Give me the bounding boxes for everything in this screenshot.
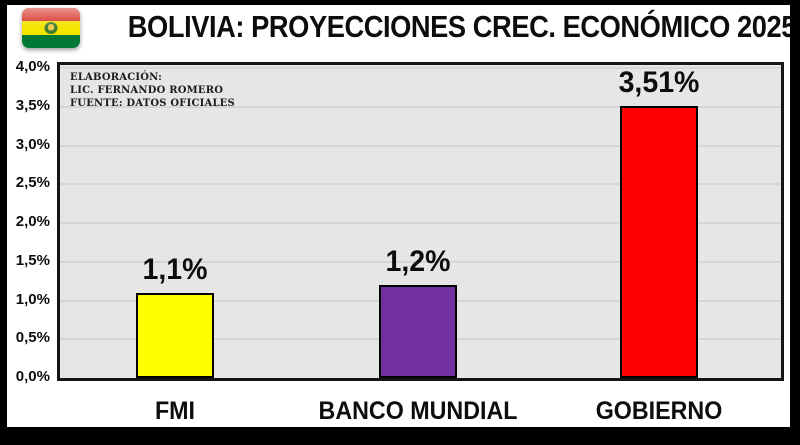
x-category-label-banco-mundial: BANCO MUNDIAL <box>318 397 518 425</box>
gridline <box>60 67 781 69</box>
y-tick-label: 3,0% <box>15 135 50 153</box>
gridline <box>60 144 781 147</box>
bar-fmi <box>136 293 214 378</box>
plot-area: ELABORACIÓN: LIC. FERNANDO ROMERO FUENTE… <box>57 62 784 381</box>
y-tick-label: 0,0% <box>15 368 50 385</box>
annotation-line-fuente: FUENTE: DATOS OFICIALES <box>70 98 235 109</box>
y-tick-label: 3,5% <box>15 96 50 114</box>
bar-value-label-fmi: 1,1% <box>142 253 208 286</box>
gridline <box>60 260 781 263</box>
source-annotation: ELABORACIÓN: LIC. FERNANDO ROMERO FUENTE… <box>70 71 235 110</box>
y-tick-label: 1,5% <box>15 251 50 269</box>
bar-value-label-gobierno: 3,51% <box>618 66 700 99</box>
bar-gobierno <box>620 106 698 378</box>
y-tick-label: 2,0% <box>15 213 50 230</box>
annotation-line-author: LIC. FERNANDO ROMERO <box>70 85 224 96</box>
y-tick-label: 1,0% <box>15 290 50 308</box>
x-category-label-fmi: FMI <box>154 397 196 425</box>
bar-banco-mundial <box>379 285 457 378</box>
annotation-line-elaboracion: ELABORACIÓN: <box>70 72 163 83</box>
y-tick-label: 4,0% <box>15 58 50 75</box>
y-tick-label: 0,5% <box>15 329 50 347</box>
bolivia-flag-icon <box>22 8 80 48</box>
flag-gloss <box>22 8 80 48</box>
gridline <box>60 183 781 186</box>
y-axis: 0,0% 0,5% 1,0% 1,5% 2,0% 2,5% 3,0% 3,5% 4,0% <box>6 0 50 445</box>
bar-value-label-banco-mundial: 1,2% <box>385 245 451 278</box>
gridline <box>60 105 781 108</box>
y-tick-label: 2,5% <box>15 174 50 192</box>
x-category-label-gobierno: GOBIERNO <box>595 397 723 425</box>
gridline <box>60 222 781 224</box>
